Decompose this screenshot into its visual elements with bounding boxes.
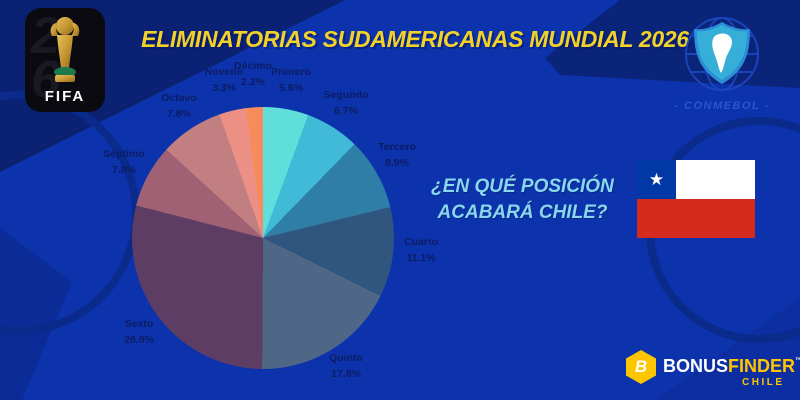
conmebol-caption: - CONMEBOL -: [674, 100, 770, 112]
flag-red-stripe: [637, 199, 755, 238]
pie-chart: [132, 107, 394, 369]
bonusfinder-wordmark: BONUSFINDER™: [663, 356, 800, 377]
pie-slice-label: Décimo 2.2%: [234, 60, 272, 88]
flag-star-icon: ★: [648, 170, 665, 189]
conmebol-globe-shield-icon: [685, 17, 759, 91]
bonusfinder-word-finder: FINDER: [728, 356, 796, 376]
pie-slice-label: Tercero 8.9%: [378, 141, 416, 169]
pie-slice-label: Sexto 28.9%: [124, 318, 154, 346]
pie-slice-label: Segundo 6.7%: [323, 89, 369, 117]
chile-flag: ★: [637, 160, 755, 238]
conmebol-logo: - CONMEBOL -: [662, 10, 782, 112]
question-line-2: ACABARÁ CHILE?: [437, 202, 608, 223]
bonusfinder-region: CHILE: [742, 377, 785, 388]
question-line-1: ¿EN QUÉ POSICIÓN: [431, 176, 614, 197]
background-ring-bottom-left: [0, 91, 140, 335]
bonusfinder-word-bonus: BONUS: [663, 356, 729, 376]
bonusfinder-hexagon-icon: B: [626, 350, 656, 384]
pie-slice-label: Cuarto 11.1%: [404, 236, 438, 264]
fifa-world-cup-2026-logo: 2 6 FIFA: [25, 8, 105, 112]
bonusfinder-monogram: B: [634, 357, 648, 376]
world-cup-trophy-icon: [50, 17, 80, 82]
trademark-symbol: ™: [795, 356, 800, 365]
fifa-wordmark: FIFA: [44, 88, 86, 105]
pie-slice-label: Séptimo 7.8%: [103, 148, 145, 176]
pie-slice-label: Noveno 3.3%: [204, 66, 244, 94]
pie-slice-label: Primero 5.6%: [271, 66, 311, 94]
page-title: ELIMINATORIAS SUDAMERICANAS MUNDIAL 2026: [141, 26, 689, 52]
pie-slice-label: Quinto 17.8%: [329, 352, 363, 380]
pie-slice-label: Octavo 7.8%: [161, 92, 197, 120]
bonusfinder-logo: B BONUSFINDER™ CHILE: [624, 348, 800, 392]
flag-blue-canton: ★: [637, 160, 676, 199]
question-text: ¿EN QUÉ POSICIÓN ACABARÁ CHILE?: [415, 174, 630, 226]
